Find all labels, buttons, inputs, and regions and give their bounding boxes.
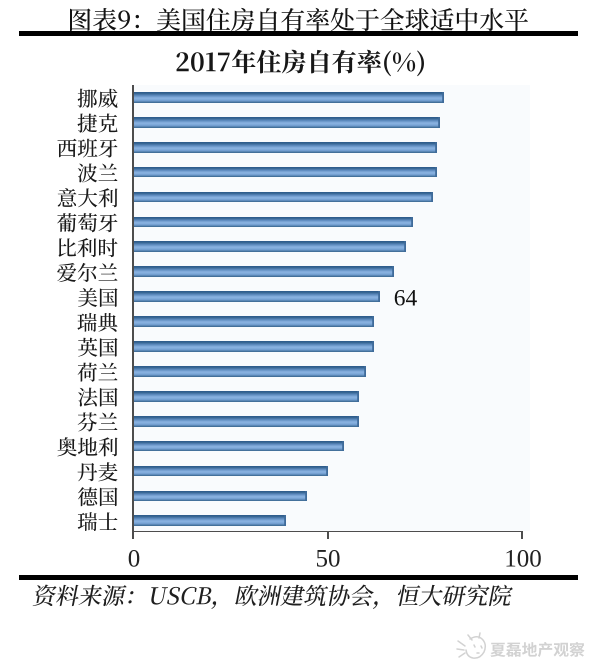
svg-text:64: 64 [394, 286, 418, 312]
svg-text:50: 50 [316, 545, 341, 572]
svg-text:100: 100 [504, 545, 542, 572]
svg-text:0: 0 [128, 545, 141, 572]
